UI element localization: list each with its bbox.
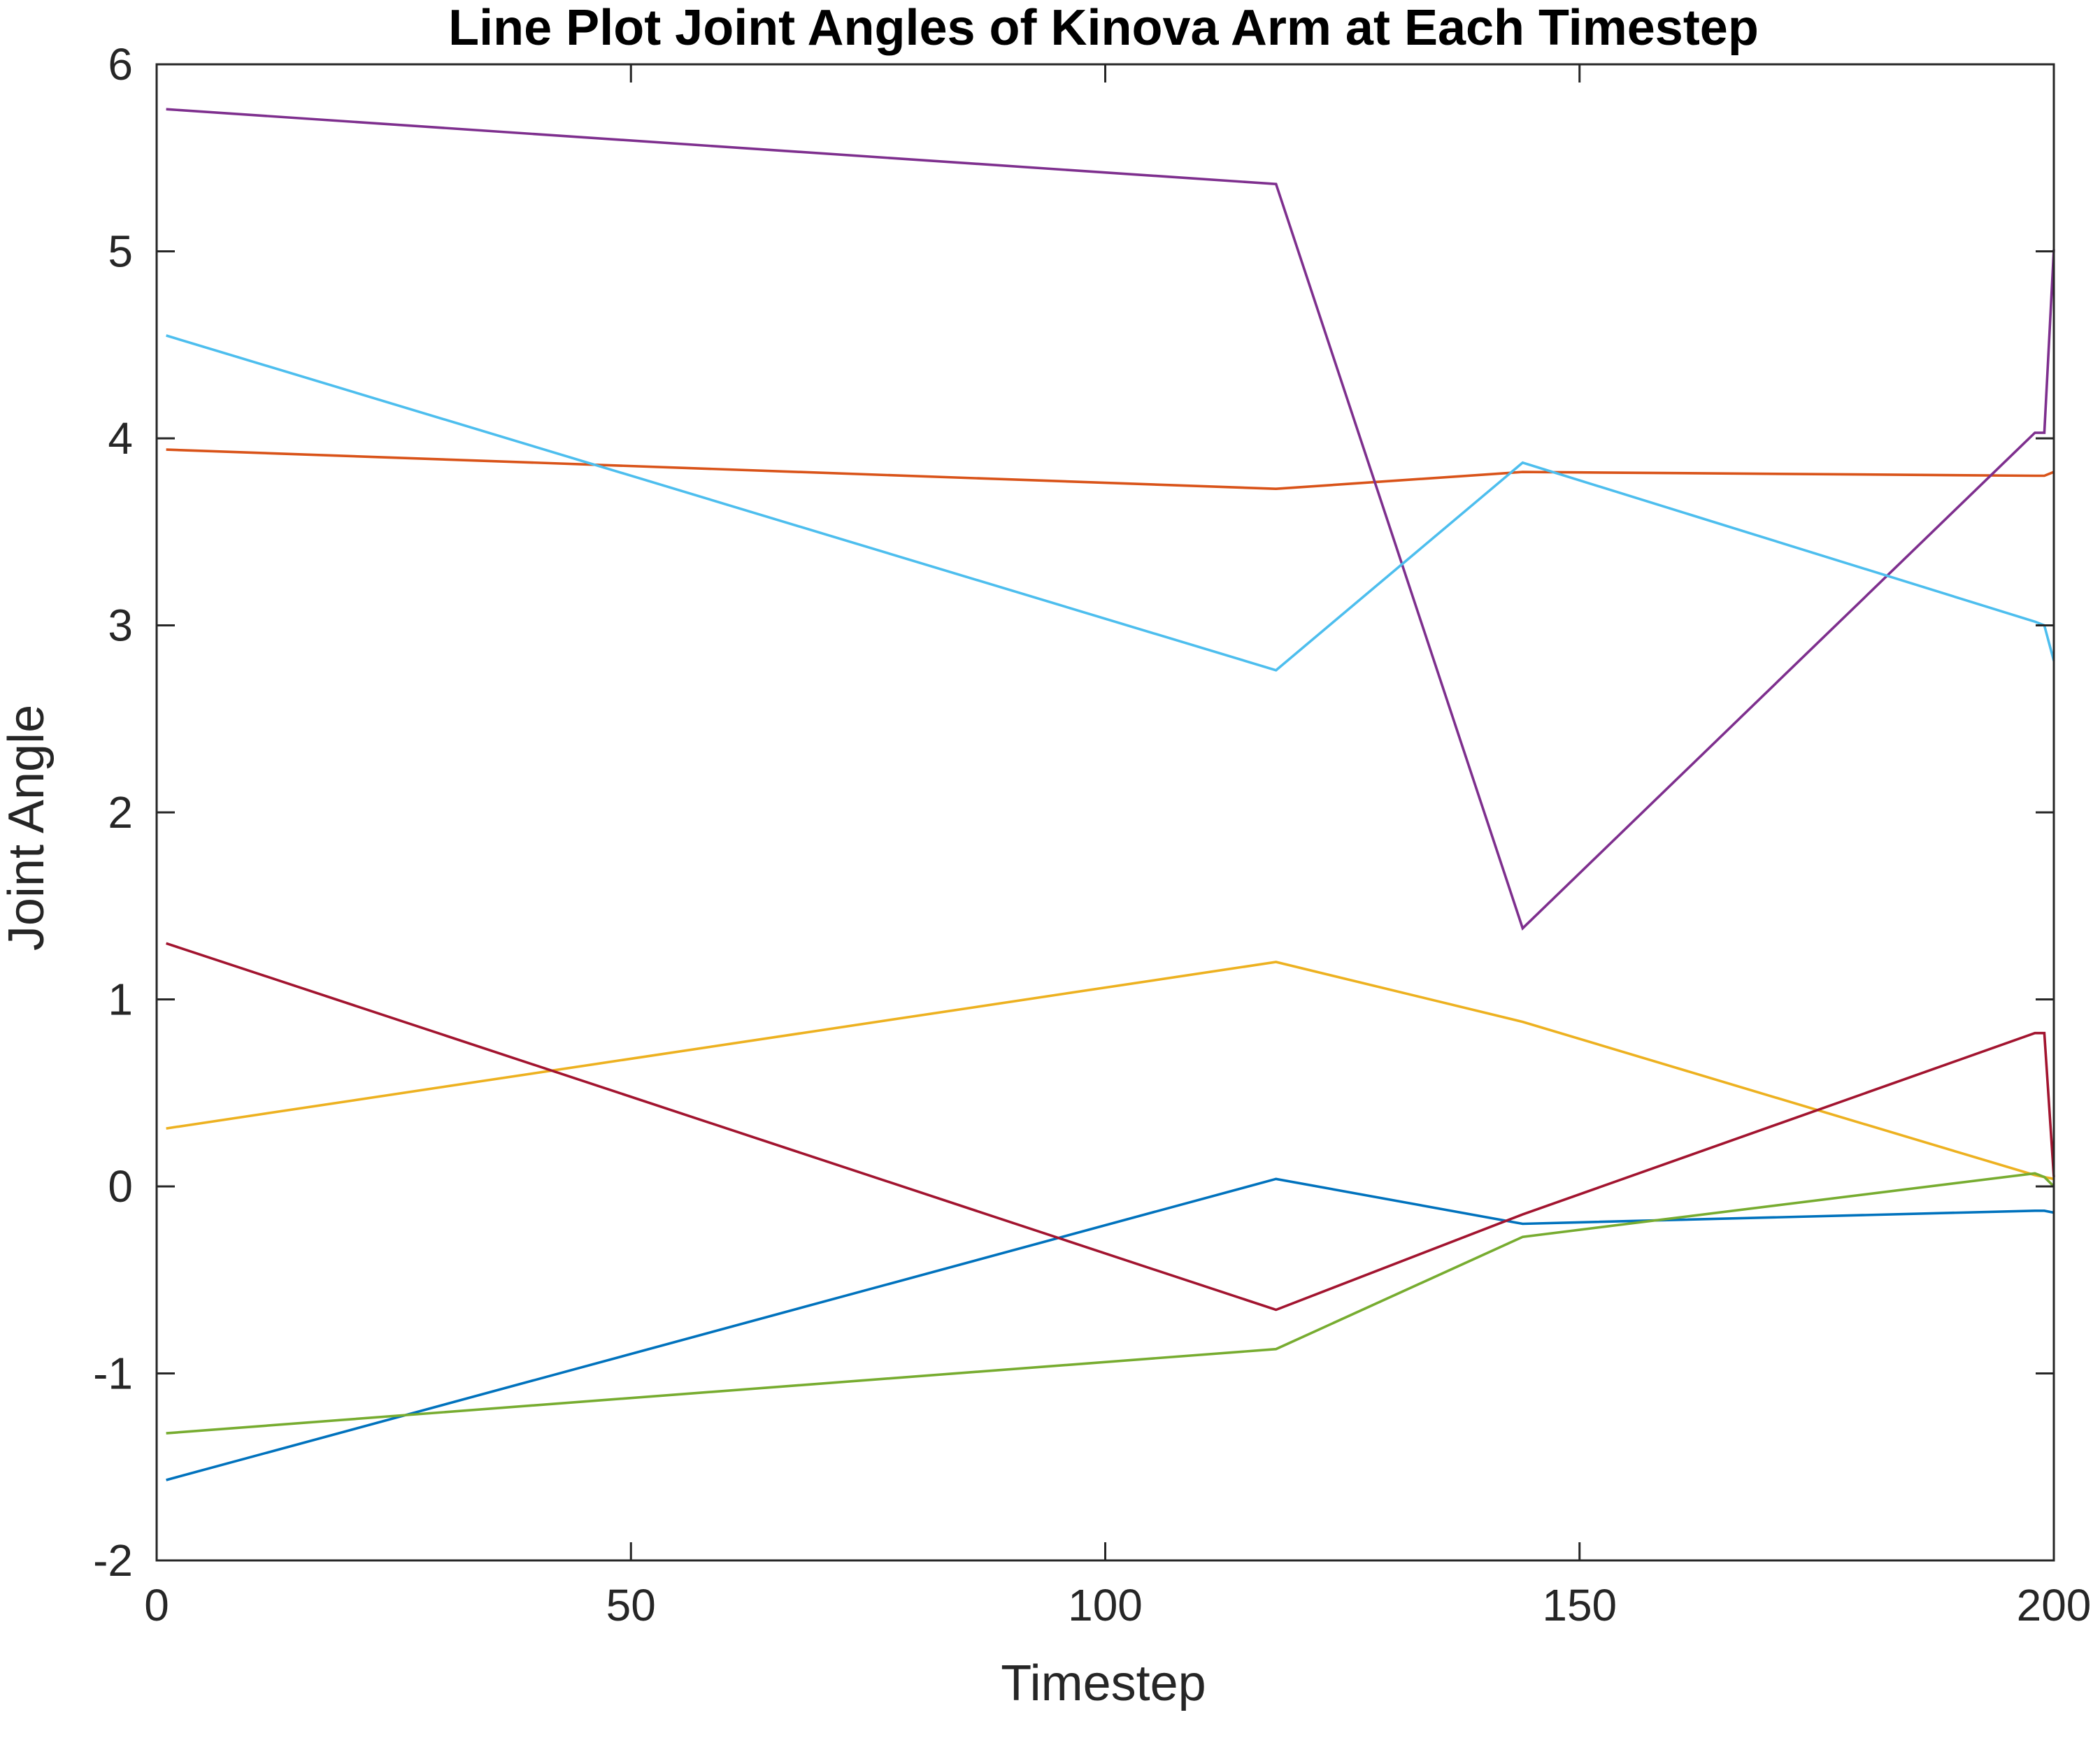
y-tick-label: 0	[108, 1161, 133, 1212]
y-tick-label: 5	[108, 227, 133, 277]
y-tick-label: 2	[108, 787, 133, 838]
series-line-2	[166, 448, 2055, 491]
series-layer	[166, 108, 2055, 1481]
x-tick-label: 150	[1542, 1580, 1617, 1630]
series-line-5	[166, 1172, 2055, 1435]
y-tick-label: 4	[108, 413, 133, 464]
x-tick-label: 100	[1068, 1580, 1143, 1630]
chart-title: Line Plot Joint Angles of Kinova Arm at …	[448, 0, 1759, 56]
y-tick-label: 3	[108, 601, 133, 651]
series-line-1	[166, 1177, 2055, 1481]
axes: 0 50 100 150 200 -2 -1 0 1 2 3 4 5 6	[93, 39, 2091, 1630]
x-axis-label: Timestep	[1001, 1656, 1206, 1711]
series-line-4	[166, 108, 2055, 931]
x-tick-label: 200	[2017, 1580, 2092, 1630]
y-tick-label: 6	[108, 39, 133, 89]
y-tick-label: -2	[93, 1535, 133, 1586]
x-tick-label: 50	[606, 1580, 656, 1630]
y-tick-label: -1	[93, 1349, 133, 1399]
y-tick-label: 1	[108, 975, 133, 1025]
series-line-7	[166, 942, 2055, 1312]
y-axis-label: Joint Angle	[0, 705, 55, 951]
series-line-6	[166, 334, 2055, 672]
x-tick-label: 0	[144, 1580, 169, 1630]
